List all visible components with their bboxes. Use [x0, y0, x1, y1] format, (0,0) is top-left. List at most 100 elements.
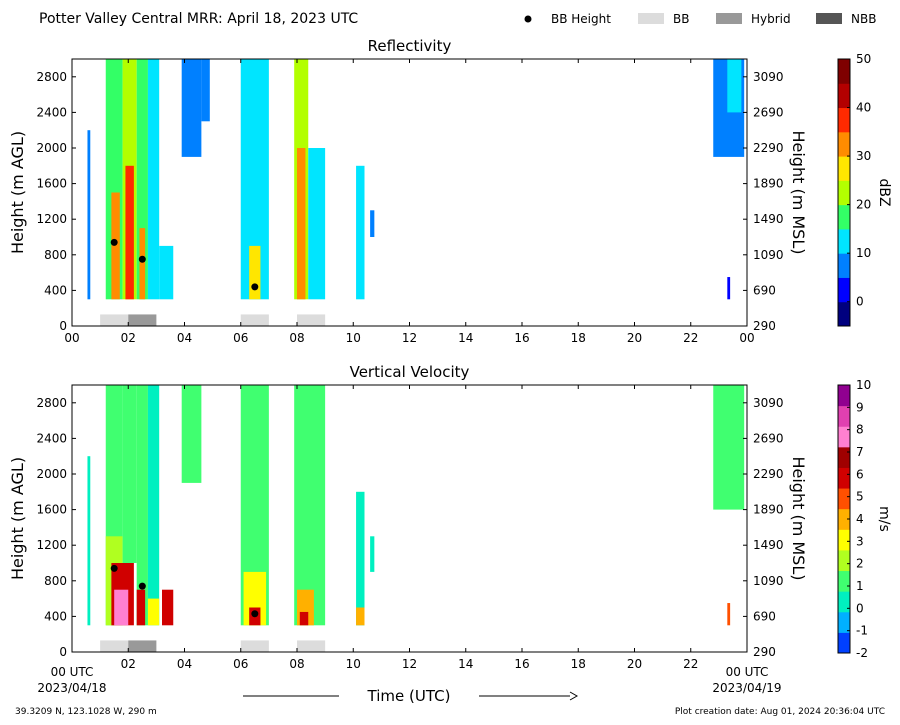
bb-segment-bb [297, 314, 326, 326]
legend-swatch-hybrid [716, 13, 742, 24]
bb-segment-bb [297, 640, 326, 652]
data-cell [308, 148, 326, 300]
colorbar-tick-label: 5 [856, 490, 864, 504]
x-tick-label: 08 [289, 331, 304, 345]
data-cell [201, 59, 210, 122]
colorbar-segment [838, 59, 850, 84]
colorbar-segment [838, 277, 850, 303]
colorbar-segment [838, 204, 850, 230]
colorbar-label: m/s [876, 506, 892, 532]
data-cell [370, 210, 375, 237]
data-cell [147, 598, 160, 626]
x-tick-label: 20 [627, 657, 642, 671]
y-tick-label: 2000 [36, 467, 67, 481]
y2-tick-label: 3090 [753, 396, 784, 410]
y-tick-label: 400 [44, 609, 67, 623]
data-cell [294, 385, 326, 626]
y-tick-label: 800 [44, 248, 67, 262]
data-cell [727, 277, 731, 300]
bb-segment-hybrid [128, 640, 157, 652]
y2-tick-label: 1490 [753, 538, 784, 552]
colorbar-tick-label: 50 [856, 52, 871, 66]
x-tick-label: 00 [64, 331, 79, 345]
colorbar: -2 -1 0 1 2 3 4 5 6 7 8 9 10 m/s [837, 378, 892, 660]
data-cell [114, 589, 129, 626]
data-cells [87, 59, 745, 300]
y2-tick-label: 2690 [753, 431, 784, 445]
y2-axis-label: Height (m MSL) [789, 456, 808, 580]
x-tick-label: 06 [233, 331, 248, 345]
panel-title: Reflectivity [368, 37, 452, 55]
bb-height-point [110, 564, 118, 572]
legend-marker-bb-height [524, 15, 532, 23]
x-start-date: 2023/04/18 [37, 681, 106, 695]
colorbar-segment [838, 632, 850, 654]
colorbar-tick-label: 7 [856, 445, 864, 459]
y-tick-label: 0 [59, 319, 67, 333]
bb-segment-bb [100, 314, 129, 326]
x-tick-label: 04 [177, 331, 192, 345]
colorbar-tick-label: 1 [856, 579, 864, 593]
y2-tick-label: 690 [753, 609, 776, 623]
data-cell [356, 491, 365, 626]
colorbar-tick-label: 10 [856, 378, 871, 392]
colorbar: 0 10 20 30 40 50 dBZ [837, 52, 892, 327]
colorbar-frame [837, 58, 851, 327]
colorbar-segment [838, 107, 850, 133]
data-cell [147, 385, 160, 626]
data-cell [122, 385, 137, 563]
legend-label: BB [673, 12, 689, 26]
colorbar-segment [838, 446, 850, 468]
colorbar-segment [838, 508, 850, 530]
colorbar-tick-label: 0 [856, 295, 864, 309]
data-cell [713, 385, 745, 510]
x-tick-label: 18 [571, 657, 586, 671]
colorbar-tick-label: 4 [856, 512, 864, 526]
y-tick-label: 1200 [36, 538, 67, 552]
colorbar-segment [838, 426, 850, 448]
y-tick-label: 0 [59, 645, 67, 659]
x-tick-label: 14 [458, 657, 473, 671]
y2-tick-label: 1490 [753, 212, 784, 226]
x-end-tick-label: 00 UTC [726, 665, 769, 679]
y2-tick-label: 1890 [753, 177, 784, 191]
data-cell [136, 59, 148, 300]
x-tick-label: 10 [346, 331, 361, 345]
y-tick-label: 1200 [36, 212, 67, 226]
colorbar-segment [838, 549, 850, 572]
y-tick-label: 400 [44, 283, 67, 297]
y2-tick-label: 2290 [753, 141, 784, 155]
legend-swatch-bb [638, 13, 664, 24]
data-cell [139, 228, 146, 300]
x-tick-label: 08 [289, 657, 304, 671]
y-tick-label: 1600 [36, 177, 67, 191]
colorbar-tick-label: 30 [856, 149, 871, 163]
colorbar-segment [838, 488, 850, 510]
y2-tick-label: 290 [753, 645, 776, 659]
y2-tick-label: 2690 [753, 105, 784, 119]
y2-tick-label: 3090 [753, 70, 784, 84]
y2-tick-label: 2290 [753, 467, 784, 481]
data-cell [249, 245, 261, 300]
bb-segment-bb [240, 314, 269, 326]
x-tick-label: 22 [683, 657, 698, 671]
data-cell [356, 165, 365, 300]
y-axis-label: Height (m AGL) [8, 457, 27, 580]
bb-segment-bb [240, 640, 269, 652]
y2-tick-label: 290 [753, 319, 776, 333]
data-cell [159, 245, 174, 300]
colorbar-segment [838, 156, 850, 181]
figure-title: Potter Valley Central MRR: April 18, 202… [39, 11, 358, 27]
colorbar-segment [838, 301, 850, 327]
legend-label: BB Height [551, 12, 611, 26]
bb-height-point [251, 283, 259, 291]
x-end-date: 2023/04/19 [712, 681, 781, 695]
x-axis-arrow-head [569, 691, 579, 701]
x-tick-label: 02 [121, 331, 136, 345]
y2-axis-label: Height (m MSL) [789, 130, 808, 254]
bb-height-point [138, 255, 146, 263]
creation-date-text: Plot creation date: Aug 01, 2024 20:36:0… [675, 707, 885, 717]
colorbar-segment [838, 467, 850, 489]
data-cell [297, 148, 306, 300]
